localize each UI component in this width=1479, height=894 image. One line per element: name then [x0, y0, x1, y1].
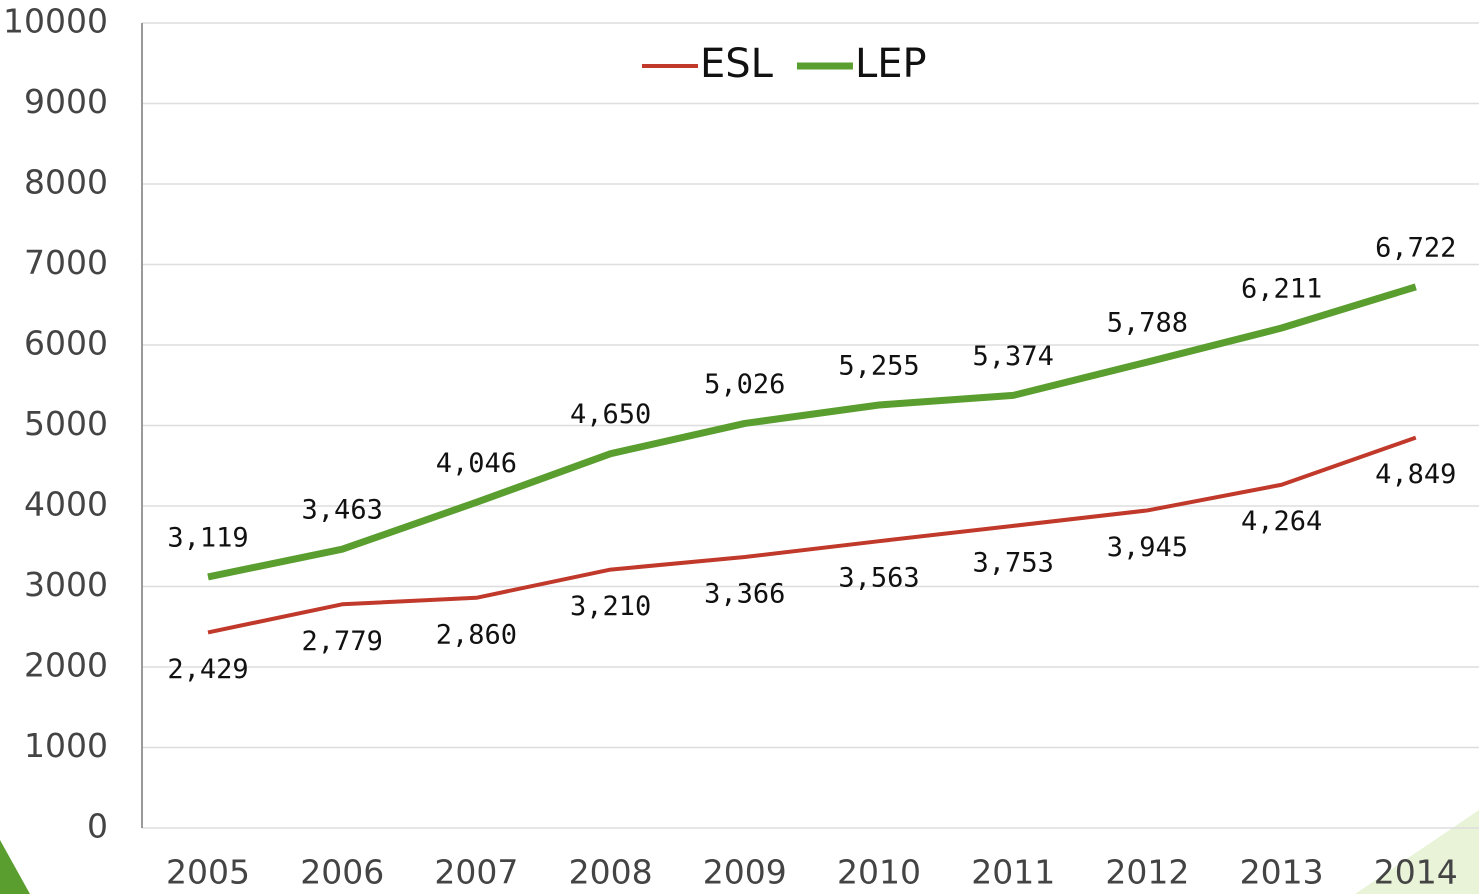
- y-tick-label: 1000: [24, 726, 108, 765]
- decoration: [0, 840, 30, 894]
- x-tick-label: 2012: [1105, 853, 1189, 892]
- data-label: 2,779: [302, 626, 383, 657]
- x-tick-label: 2006: [300, 853, 384, 892]
- legend-label: ESL: [700, 41, 774, 87]
- line: [207, 283, 1417, 581]
- data-label: 2,429: [167, 654, 248, 685]
- y-tick-label: 0: [87, 807, 108, 846]
- y-tick-label: 5000: [24, 404, 108, 443]
- x-tick-label: 2005: [166, 853, 250, 892]
- legend-label: LEP: [855, 41, 927, 87]
- y-tick-label: 6000: [24, 324, 108, 363]
- data-label: 3,945: [1107, 532, 1188, 563]
- y-tick-label: 7000: [24, 243, 108, 282]
- data-label: 3,563: [838, 563, 919, 594]
- data-label: 2,860: [436, 619, 517, 650]
- data-label: 3,119: [167, 522, 248, 553]
- data-label: 4,849: [1375, 459, 1456, 490]
- data-label: 5,788: [1107, 308, 1188, 339]
- x-tick-label: 2014: [1374, 853, 1458, 892]
- data-label: 3,366: [704, 579, 785, 610]
- x-tick-label: 2008: [569, 853, 653, 892]
- y-tick-label: 4000: [24, 485, 108, 524]
- data-label: 6,722: [1375, 232, 1456, 263]
- x-tick-label: 2011: [971, 853, 1055, 892]
- y-tick-label: 10000: [3, 2, 108, 41]
- data-label: 6,211: [1241, 274, 1322, 305]
- decoration: [1355, 810, 1479, 894]
- y-tick-label: 2000: [24, 646, 108, 685]
- data-label: 3,210: [570, 591, 651, 622]
- data-label: 4,264: [1241, 506, 1322, 537]
- data-label: 4,046: [436, 448, 517, 479]
- x-tick-label: 2010: [837, 853, 921, 892]
- data-label: 5,255: [838, 350, 919, 381]
- data-label: 4,650: [570, 399, 651, 430]
- y-tick-label: 8000: [24, 163, 108, 202]
- line: [207, 435, 1417, 635]
- x-tick-label: 2013: [1240, 853, 1324, 892]
- data-label: 5,374: [973, 341, 1054, 372]
- x-tick-label: 2007: [434, 853, 518, 892]
- data-label: 3,463: [302, 495, 383, 526]
- y-tick-label: 3000: [24, 565, 108, 604]
- data-label: 5,026: [704, 369, 785, 400]
- y-tick-label: 9000: [24, 82, 108, 121]
- data-label: 3,753: [973, 547, 1054, 578]
- x-tick-label: 2009: [703, 853, 787, 892]
